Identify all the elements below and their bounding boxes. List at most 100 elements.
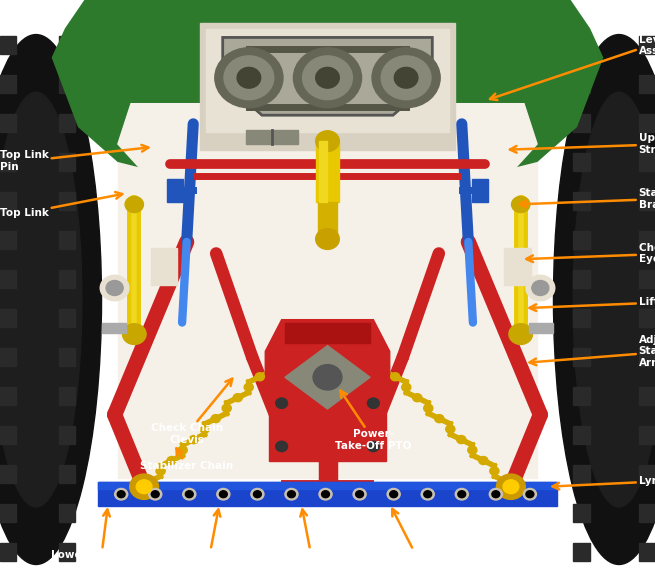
Circle shape — [303, 56, 352, 100]
Text: Check Chain
Eye Bolt: Check Chain Eye Bolt — [527, 242, 655, 264]
Circle shape — [276, 441, 288, 452]
Circle shape — [151, 491, 159, 498]
Circle shape — [293, 48, 362, 108]
Bar — [59, 230, 75, 249]
Bar — [59, 192, 75, 210]
Bar — [59, 543, 75, 561]
Bar — [0, 465, 16, 483]
Bar — [639, 230, 655, 249]
Polygon shape — [223, 37, 432, 115]
Bar — [573, 426, 590, 444]
Circle shape — [479, 457, 488, 465]
Text: Lynch Pin: Lynch Pin — [553, 476, 655, 490]
Circle shape — [122, 324, 146, 344]
Bar — [0, 153, 16, 171]
Circle shape — [523, 488, 536, 500]
Text: Check Chain
Clevis: Check Chain Clevis — [151, 378, 233, 445]
Circle shape — [285, 488, 298, 500]
Circle shape — [200, 425, 210, 433]
Bar — [639, 270, 655, 288]
Circle shape — [367, 398, 379, 408]
Bar — [316, 141, 339, 202]
Circle shape — [316, 229, 339, 249]
Bar — [529, 323, 553, 333]
Circle shape — [167, 457, 176, 465]
Circle shape — [276, 398, 288, 408]
Circle shape — [394, 67, 418, 88]
Bar — [639, 309, 655, 327]
Circle shape — [503, 480, 519, 494]
Polygon shape — [52, 0, 603, 187]
Bar — [98, 482, 557, 506]
Circle shape — [501, 478, 510, 486]
Circle shape — [512, 196, 530, 213]
Circle shape — [492, 491, 500, 498]
Circle shape — [224, 56, 274, 100]
Bar — [59, 348, 75, 366]
Text: Stabilizer Chain: Stabilizer Chain — [140, 448, 233, 471]
Bar — [59, 270, 75, 288]
Bar — [59, 75, 75, 93]
Circle shape — [253, 491, 261, 498]
Circle shape — [130, 474, 159, 499]
Circle shape — [217, 488, 230, 500]
Circle shape — [435, 415, 444, 423]
Circle shape — [356, 491, 364, 498]
Circle shape — [149, 488, 162, 500]
Circle shape — [100, 275, 129, 301]
Bar — [573, 153, 590, 171]
Bar — [59, 113, 75, 132]
Bar — [0, 426, 16, 444]
Bar — [318, 202, 337, 236]
Bar — [0, 543, 16, 561]
Text: Top Link: Top Link — [0, 192, 122, 218]
Circle shape — [526, 491, 534, 498]
Circle shape — [156, 467, 165, 475]
Circle shape — [457, 435, 466, 444]
Text: Upper Stay
Strap: Upper Stay Strap — [510, 133, 655, 155]
Bar — [639, 348, 655, 366]
Bar — [639, 192, 655, 210]
Text: Lift Arm
Leveling
Assembly: Lift Arm Leveling Assembly — [490, 23, 655, 100]
Bar — [472, 179, 488, 202]
Circle shape — [215, 48, 283, 108]
Circle shape — [322, 491, 329, 498]
Polygon shape — [118, 104, 537, 196]
Bar — [200, 23, 455, 150]
Circle shape — [381, 56, 431, 100]
Circle shape — [125, 196, 143, 213]
Bar — [639, 543, 655, 561]
Circle shape — [490, 467, 499, 475]
Bar — [0, 503, 16, 522]
Bar — [0, 230, 16, 249]
Bar — [504, 248, 531, 285]
Circle shape — [183, 488, 196, 500]
Bar — [59, 36, 75, 54]
Bar — [0, 192, 16, 210]
Circle shape — [390, 491, 398, 498]
Circle shape — [222, 404, 231, 412]
Text: Adjustable
Stabilizer
Arm: Adjustable Stabilizer Arm — [529, 335, 655, 368]
Bar — [59, 465, 75, 483]
Bar — [639, 465, 655, 483]
Circle shape — [367, 441, 379, 452]
Bar — [573, 36, 590, 54]
Bar — [573, 543, 590, 561]
Circle shape — [233, 393, 242, 401]
Bar — [0, 309, 16, 327]
Circle shape — [319, 488, 332, 500]
Circle shape — [468, 446, 477, 454]
Bar — [573, 348, 590, 366]
Bar — [573, 75, 590, 93]
Circle shape — [424, 491, 432, 498]
Circle shape — [489, 488, 502, 500]
Bar — [0, 386, 16, 405]
Text: Stabilizer
Bracket: Stabilizer Bracket — [519, 188, 655, 210]
Circle shape — [316, 131, 339, 151]
Polygon shape — [285, 346, 370, 409]
Bar — [639, 75, 655, 93]
Circle shape — [458, 491, 466, 498]
Bar — [59, 503, 75, 522]
Bar — [0, 270, 16, 288]
Bar — [98, 482, 557, 489]
